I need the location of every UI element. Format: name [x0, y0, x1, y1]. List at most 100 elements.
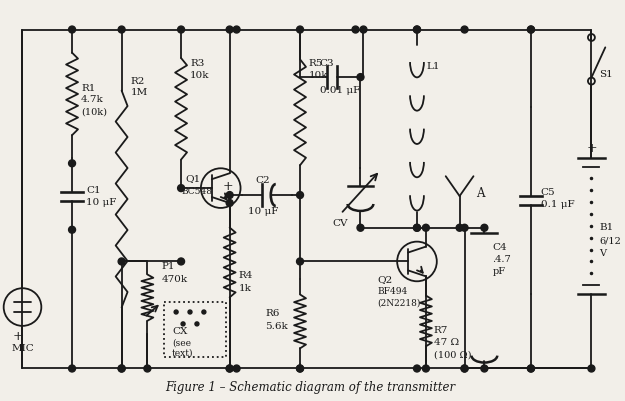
Text: (2N2218): (2N2218)	[378, 299, 421, 308]
Text: 1M: 1M	[131, 89, 148, 97]
Text: 47 Ω: 47 Ω	[434, 338, 459, 347]
Circle shape	[481, 365, 488, 372]
Text: R1: R1	[81, 83, 96, 93]
Circle shape	[296, 258, 304, 265]
Text: Q1: Q1	[185, 174, 200, 183]
Circle shape	[69, 26, 76, 33]
Circle shape	[414, 26, 421, 33]
Text: 4.7k: 4.7k	[81, 95, 104, 104]
Circle shape	[181, 322, 185, 326]
Circle shape	[233, 26, 240, 33]
Text: 5.6k: 5.6k	[266, 322, 288, 331]
Circle shape	[461, 365, 468, 372]
Circle shape	[422, 365, 429, 372]
Circle shape	[588, 365, 595, 372]
Circle shape	[528, 26, 534, 33]
Circle shape	[118, 26, 125, 33]
Circle shape	[528, 365, 534, 372]
Circle shape	[69, 160, 76, 167]
Circle shape	[528, 365, 534, 372]
Circle shape	[226, 26, 233, 33]
Circle shape	[352, 26, 359, 33]
Circle shape	[414, 365, 421, 372]
Circle shape	[177, 26, 184, 33]
Circle shape	[422, 224, 429, 231]
Text: (see: (see	[172, 338, 191, 347]
Circle shape	[461, 224, 468, 231]
Circle shape	[360, 26, 367, 33]
Circle shape	[357, 74, 364, 81]
Text: S1: S1	[599, 70, 613, 79]
Circle shape	[144, 365, 151, 372]
Text: (100 Ω): (100 Ω)	[434, 350, 471, 359]
Circle shape	[233, 365, 240, 372]
Text: 0.01 μF: 0.01 μF	[319, 87, 360, 95]
Circle shape	[414, 224, 421, 231]
Text: Figure 1 – Schematic diagram of the transmitter: Figure 1 – Schematic diagram of the tran…	[166, 381, 456, 394]
Text: 10k: 10k	[309, 71, 329, 80]
Circle shape	[118, 365, 125, 372]
Circle shape	[357, 224, 364, 231]
Circle shape	[226, 365, 233, 372]
Text: R6: R6	[266, 310, 280, 318]
Circle shape	[456, 224, 463, 231]
Text: text): text)	[172, 348, 194, 357]
Text: A: A	[476, 186, 485, 200]
Circle shape	[226, 365, 233, 372]
Circle shape	[414, 26, 421, 33]
Text: +: +	[222, 180, 233, 192]
Circle shape	[69, 226, 76, 233]
Text: 10k: 10k	[190, 71, 209, 80]
Circle shape	[202, 310, 206, 314]
Text: 0.1 μF: 0.1 μF	[541, 200, 574, 209]
Text: 470k: 470k	[161, 275, 188, 284]
Text: C4: C4	[492, 243, 507, 252]
Text: P1: P1	[161, 262, 175, 271]
Text: C2: C2	[256, 176, 270, 185]
Text: V: V	[599, 249, 606, 258]
Text: pF: pF	[492, 267, 506, 276]
Text: .4.7: .4.7	[492, 255, 511, 264]
Text: MIC: MIC	[11, 344, 34, 353]
Text: BC548: BC548	[181, 186, 212, 196]
Text: CV: CV	[332, 219, 348, 228]
Text: BF494: BF494	[378, 287, 408, 296]
Circle shape	[174, 310, 178, 314]
Circle shape	[414, 224, 421, 231]
Text: (10k): (10k)	[81, 107, 107, 116]
Circle shape	[296, 365, 304, 372]
Text: C5: C5	[541, 188, 556, 196]
Circle shape	[118, 258, 125, 265]
Circle shape	[226, 192, 233, 198]
Text: 10 μF: 10 μF	[248, 207, 278, 217]
Circle shape	[528, 26, 534, 33]
Circle shape	[461, 26, 468, 33]
Circle shape	[481, 224, 488, 231]
Circle shape	[188, 310, 192, 314]
Circle shape	[195, 322, 199, 326]
Text: +: +	[12, 330, 23, 343]
Text: C3: C3	[319, 59, 334, 68]
Text: CX: CX	[172, 327, 187, 336]
Text: R5: R5	[309, 59, 323, 68]
Circle shape	[69, 365, 76, 372]
Circle shape	[296, 365, 304, 372]
Text: B1: B1	[599, 223, 614, 232]
Text: R2: R2	[131, 77, 145, 85]
Circle shape	[118, 365, 125, 372]
Text: C1: C1	[86, 186, 101, 194]
Text: R4: R4	[239, 271, 253, 280]
Text: Q2: Q2	[378, 275, 392, 284]
Circle shape	[177, 258, 184, 265]
Text: +: +	[586, 142, 597, 155]
Text: 1k: 1k	[239, 284, 251, 293]
Circle shape	[296, 192, 304, 198]
Text: 10 μF: 10 μF	[86, 198, 116, 207]
Text: R3: R3	[190, 59, 204, 68]
Circle shape	[177, 184, 184, 192]
Circle shape	[296, 26, 304, 33]
Circle shape	[461, 365, 468, 372]
Text: R7: R7	[434, 326, 448, 335]
Text: 6/12: 6/12	[599, 236, 621, 245]
Bar	[164, 302, 226, 356]
